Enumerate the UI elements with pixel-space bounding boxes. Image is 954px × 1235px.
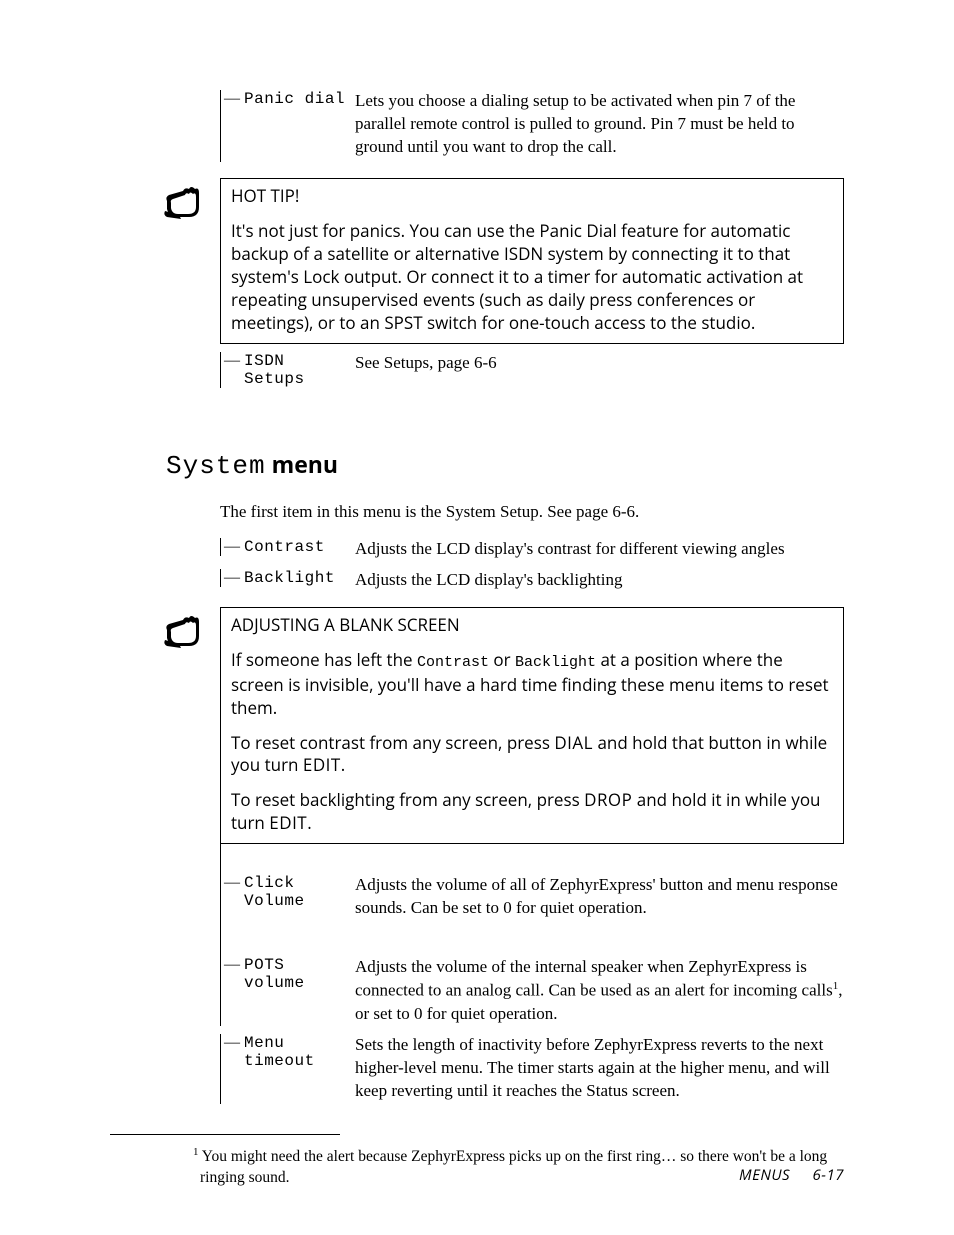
menu-label: Contrast [244, 538, 325, 556]
tree-continuation [220, 926, 844, 956]
tip-title: ADJUSTING A BLANK SCREEN [231, 614, 833, 637]
tip-box-hot-tip: HOT TIP! It's not just for panics. You c… [220, 178, 844, 344]
text: . [307, 811, 311, 834]
menu-label: Click Volume [244, 874, 355, 910]
menu-label: Panic dial [244, 90, 345, 108]
tree-dash: — [221, 569, 244, 587]
menu-desc: Adjusts the LCD display's backlighting [355, 569, 844, 592]
button-name-edit: EDIT [269, 811, 307, 834]
page: — Panic dial Lets you choose a dialing s… [0, 0, 954, 1235]
heading-lcd-part: System [166, 451, 266, 481]
hand-pointing-icon [161, 177, 207, 223]
menu-item-contrast: — Contrast Adjusts the LCD display's con… [220, 538, 844, 561]
menu-item-backlight: — Backlight Adjusts the LCD display's ba… [220, 569, 844, 592]
hand-pointing-icon [161, 606, 207, 652]
button-name-edit: EDIT [303, 753, 341, 776]
text: To reset backlighting from any screen, p… [231, 788, 584, 811]
button-name-drop: DROP [584, 788, 632, 811]
menu-label: Menu timeout [244, 1034, 355, 1070]
tree-dash: — [221, 874, 244, 892]
text: Adjusts the volume of the internal speak… [355, 957, 833, 1000]
text: To reset contrast from any screen, press [231, 731, 554, 754]
tree-dash: — [221, 956, 244, 974]
menu-label: Backlight [244, 569, 335, 587]
tip-para-2: To reset contrast from any screen, press… [231, 732, 833, 778]
footnote-rule [110, 1134, 340, 1135]
menu-desc: Lets you choose a dialing setup to be ac… [355, 90, 844, 159]
text: . [341, 753, 345, 776]
tree-dash: — [221, 352, 244, 370]
section-heading-system-menu: System menu [166, 448, 844, 481]
menu-desc: Adjusts the volume of all of ZephyrExpre… [355, 874, 844, 920]
menu-item-isdn-setups: — ISDN Setups See Setups, page 6-6 [220, 352, 844, 388]
lcd-term-backlight: Backlight [515, 654, 596, 671]
menu-desc: Adjusts the volume of the internal speak… [355, 956, 844, 1025]
menu-desc: Adjusts the LCD display's contrast for d… [355, 538, 844, 561]
tip-para-3: To reset backlighting from any screen, p… [231, 789, 833, 835]
tree-dash: — [221, 1034, 244, 1052]
heading-bold-part: menu [272, 448, 338, 480]
menu-desc: See Setups, page 6-6 [355, 352, 844, 375]
button-name-dial: DIAL [554, 731, 593, 754]
tip-body: It's not just for panics. You can use th… [231, 220, 833, 335]
menu-label: ISDN Setups [244, 352, 355, 388]
footer-section: MENUS [739, 1165, 790, 1185]
text: or [489, 648, 515, 671]
tip-para-1: If someone has left the Contrast or Back… [231, 649, 833, 719]
menu-item-menu-timeout: — Menu timeout Sets the length of inacti… [220, 1034, 844, 1104]
tip-box-blank-screen: ADJUSTING A BLANK SCREEN If someone has … [220, 607, 844, 844]
tip-title: HOT TIP! [231, 185, 833, 208]
section-intro: The first item in this menu is the Syste… [220, 501, 844, 524]
page-footer: MENUS 6-17 [739, 1165, 844, 1185]
tree-dash: — [221, 90, 244, 108]
menu-item-click-volume: — Click Volume Adjusts the volume of all… [220, 874, 844, 926]
menu-item-pots-volume: — POTS volume Adjusts the volume of the … [220, 956, 844, 1026]
menu-label: POTS volume [244, 956, 355, 992]
lcd-term-contrast: Contrast [417, 654, 489, 671]
tree-dash: — [221, 538, 244, 556]
text: If someone has left the [231, 648, 417, 671]
footnote-text: You might need the alert because ZephyrE… [199, 1148, 828, 1186]
tree-continuation [220, 844, 844, 874]
menu-item-panic-dial: — Panic dial Lets you choose a dialing s… [220, 90, 844, 162]
footer-page-number: 6-17 [813, 1165, 844, 1185]
menu-desc: Sets the length of inactivity before Zep… [355, 1034, 844, 1103]
